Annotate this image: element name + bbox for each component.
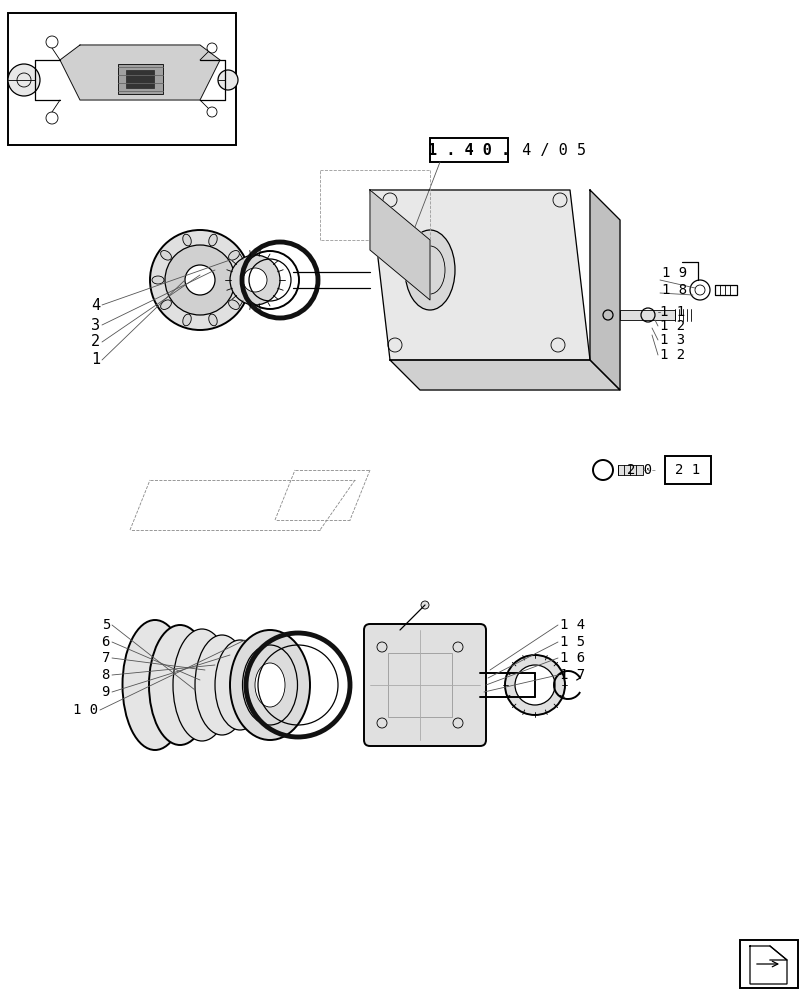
Ellipse shape [161, 300, 171, 309]
Bar [617, 465, 642, 475]
Bar [118, 64, 163, 94]
Text: 9: 9 [101, 685, 109, 699]
Ellipse shape [148, 625, 211, 745]
Ellipse shape [215, 640, 264, 730]
Ellipse shape [122, 620, 187, 750]
Ellipse shape [173, 629, 230, 741]
Text: 1 1: 1 1 [659, 305, 684, 319]
Text: 1 4: 1 4 [560, 618, 585, 632]
Ellipse shape [255, 663, 285, 707]
Text: 1 6: 1 6 [560, 651, 585, 665]
Circle shape [8, 64, 40, 96]
Text: 7: 7 [101, 651, 109, 665]
Text: 1 2: 1 2 [659, 319, 684, 333]
Circle shape [504, 655, 564, 715]
Ellipse shape [208, 314, 217, 326]
Ellipse shape [161, 251, 171, 260]
Ellipse shape [230, 630, 310, 740]
Text: 8: 8 [101, 668, 109, 682]
Polygon shape [60, 45, 220, 100]
Bar [126, 70, 154, 88]
Ellipse shape [152, 276, 164, 284]
Text: 6: 6 [101, 635, 109, 649]
Text: 1 9: 1 9 [661, 266, 686, 280]
Polygon shape [590, 190, 620, 390]
Text: 1 7: 1 7 [560, 668, 585, 682]
Circle shape [165, 245, 234, 315]
Polygon shape [370, 190, 590, 360]
Bar [620, 310, 674, 320]
Circle shape [230, 255, 280, 305]
Ellipse shape [229, 251, 239, 260]
Text: 1 8: 1 8 [661, 283, 686, 297]
Ellipse shape [182, 234, 191, 246]
Text: 4: 4 [91, 298, 100, 312]
Bar [664, 456, 710, 484]
Text: 1 . 4 0 .: 1 . 4 0 . [427, 143, 509, 158]
Text: 2 0: 2 0 [626, 463, 651, 477]
Polygon shape [370, 190, 430, 300]
Bar [8, 13, 236, 145]
Text: 5: 5 [101, 618, 109, 632]
Ellipse shape [195, 635, 249, 735]
Bar [714, 285, 736, 295]
Ellipse shape [208, 234, 217, 246]
Circle shape [242, 268, 267, 292]
Ellipse shape [229, 300, 239, 309]
Bar [430, 138, 508, 162]
Text: 2 1: 2 1 [675, 463, 700, 477]
Bar [739, 940, 797, 988]
Polygon shape [389, 360, 620, 390]
Text: 3: 3 [91, 318, 100, 332]
Circle shape [514, 665, 554, 705]
Circle shape [217, 70, 238, 90]
FancyBboxPatch shape [363, 624, 486, 746]
Bar [388, 653, 452, 717]
Ellipse shape [405, 230, 454, 310]
Circle shape [150, 230, 250, 330]
Circle shape [420, 601, 428, 609]
Text: 4 / 0 5: 4 / 0 5 [513, 143, 586, 158]
Circle shape [185, 265, 215, 295]
Text: 1 5: 1 5 [560, 635, 585, 649]
Text: 1: 1 [91, 353, 100, 367]
Text: 1 2: 1 2 [659, 348, 684, 362]
Text: 1 3: 1 3 [659, 333, 684, 347]
Text: 1 0: 1 0 [73, 703, 98, 717]
Ellipse shape [236, 276, 247, 284]
Text: 2: 2 [91, 334, 100, 350]
Ellipse shape [182, 314, 191, 326]
